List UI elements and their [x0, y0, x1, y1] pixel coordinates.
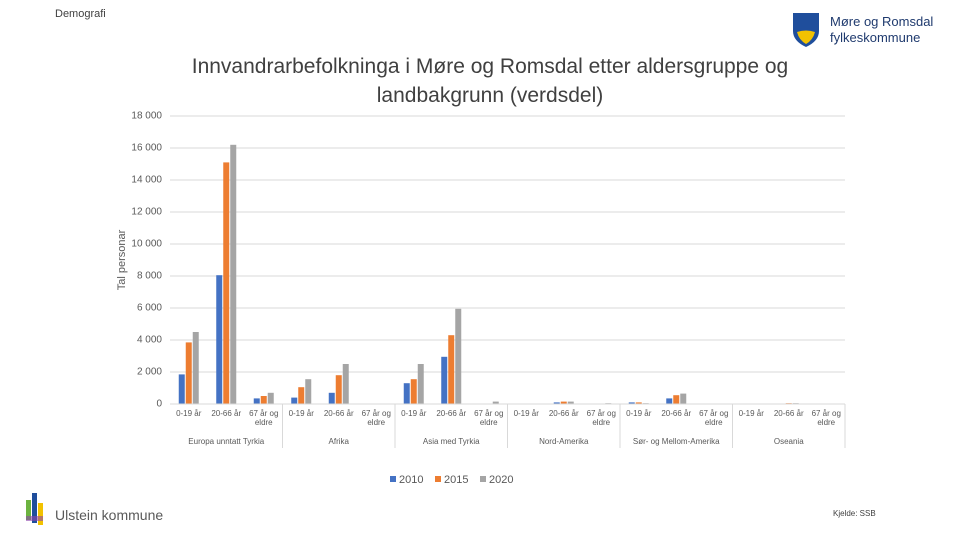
bar [335, 375, 342, 404]
bar [680, 393, 687, 404]
bar [253, 398, 260, 404]
bar [673, 395, 680, 404]
x-tick-label: 67 år og eldre [586, 409, 616, 427]
bar [567, 401, 574, 404]
county-logo [793, 13, 819, 47]
y-tick-label: 2 000 [137, 367, 162, 378]
bar [455, 308, 462, 404]
y-tick-label: 8 000 [137, 271, 162, 282]
x-tick-label: 20-66 år [548, 409, 579, 418]
x-tick-label: 0-19 år [401, 409, 427, 418]
bar [260, 396, 267, 404]
y-tick-label: 14 000 [131, 175, 162, 186]
x-tick-label: 0-19 år [738, 409, 764, 418]
group-label: Afrika [329, 437, 350, 446]
bar [628, 402, 635, 404]
y-tick-label: 12 000 [131, 207, 162, 218]
group-label: Europa unntatt Tyrkia [188, 437, 264, 446]
x-tick-label: 67 år og eldre [249, 409, 279, 427]
group-label: Nord-Amerika [539, 437, 589, 446]
bar [403, 383, 410, 404]
x-tick-label: 67 år og eldre [699, 409, 729, 427]
y-tick-label: 4 000 [137, 335, 162, 346]
bar [291, 397, 298, 404]
bar [267, 392, 274, 404]
group-label: Sør- og Mellom-Amerika [633, 437, 720, 446]
legend-label: 2010 [399, 474, 423, 486]
bar [448, 335, 455, 404]
bar [185, 342, 192, 404]
chart-title: Innvandrarbefolkninga i Møre og Romsdal … [191, 55, 789, 107]
municipality-name: Ulstein kommune [55, 507, 164, 523]
x-tick-label: 20-66 år [436, 409, 467, 418]
municipality-logo [26, 493, 43, 525]
x-tick-label: 20-66 år [323, 409, 354, 418]
group-label: Oseania [774, 437, 804, 446]
x-tick-label: 67 år og eldre [811, 409, 841, 427]
x-tick-label: 0-19 år [513, 409, 539, 418]
y-axis-label: Tal personar [116, 229, 128, 290]
y-tick-label: 18 000 [131, 111, 162, 122]
y-tick-label: 0 [156, 399, 162, 410]
source: Kjelde: SSB [833, 509, 876, 518]
bar [560, 401, 567, 404]
bar [666, 398, 673, 404]
group-label: Asia med Tyrkia [423, 437, 480, 446]
bar [178, 374, 185, 404]
x-tick-label: 67 år og eldre [474, 409, 504, 427]
bar [492, 401, 499, 404]
bar [305, 379, 312, 404]
y-tick-label: 16 000 [131, 143, 162, 154]
bar [328, 392, 335, 404]
bar [223, 162, 230, 404]
legend-label: 2020 [489, 474, 513, 486]
bar [298, 387, 305, 404]
bar [553, 402, 560, 404]
bar [230, 144, 237, 405]
x-tick-label: 0-19 år [176, 409, 202, 418]
logo-text: Møre og Romsdal fylkeskommune [830, 14, 934, 45]
bar [410, 379, 417, 404]
legend-swatch [390, 476, 396, 482]
bar [441, 356, 448, 404]
bar [216, 275, 223, 404]
bar [417, 364, 424, 404]
bar [635, 402, 642, 404]
y-tick-label: 6 000 [137, 303, 162, 314]
x-tick-label: 0-19 år [288, 409, 314, 418]
x-tick-label: 0-19 år [626, 409, 652, 418]
legend-swatch [480, 476, 486, 482]
section-label: Demografi [55, 8, 106, 20]
x-tick-label: 20-66 år [661, 409, 692, 418]
x-tick-label: 20-66 år [211, 409, 242, 418]
legend-swatch [435, 476, 441, 482]
x-tick-label: 67 år og eldre [361, 409, 391, 427]
bar [192, 332, 199, 404]
legend-label: 2015 [444, 474, 468, 486]
x-tick-label: 20-66 år [773, 409, 804, 418]
bar [342, 364, 349, 404]
y-tick-label: 10 000 [131, 239, 162, 250]
